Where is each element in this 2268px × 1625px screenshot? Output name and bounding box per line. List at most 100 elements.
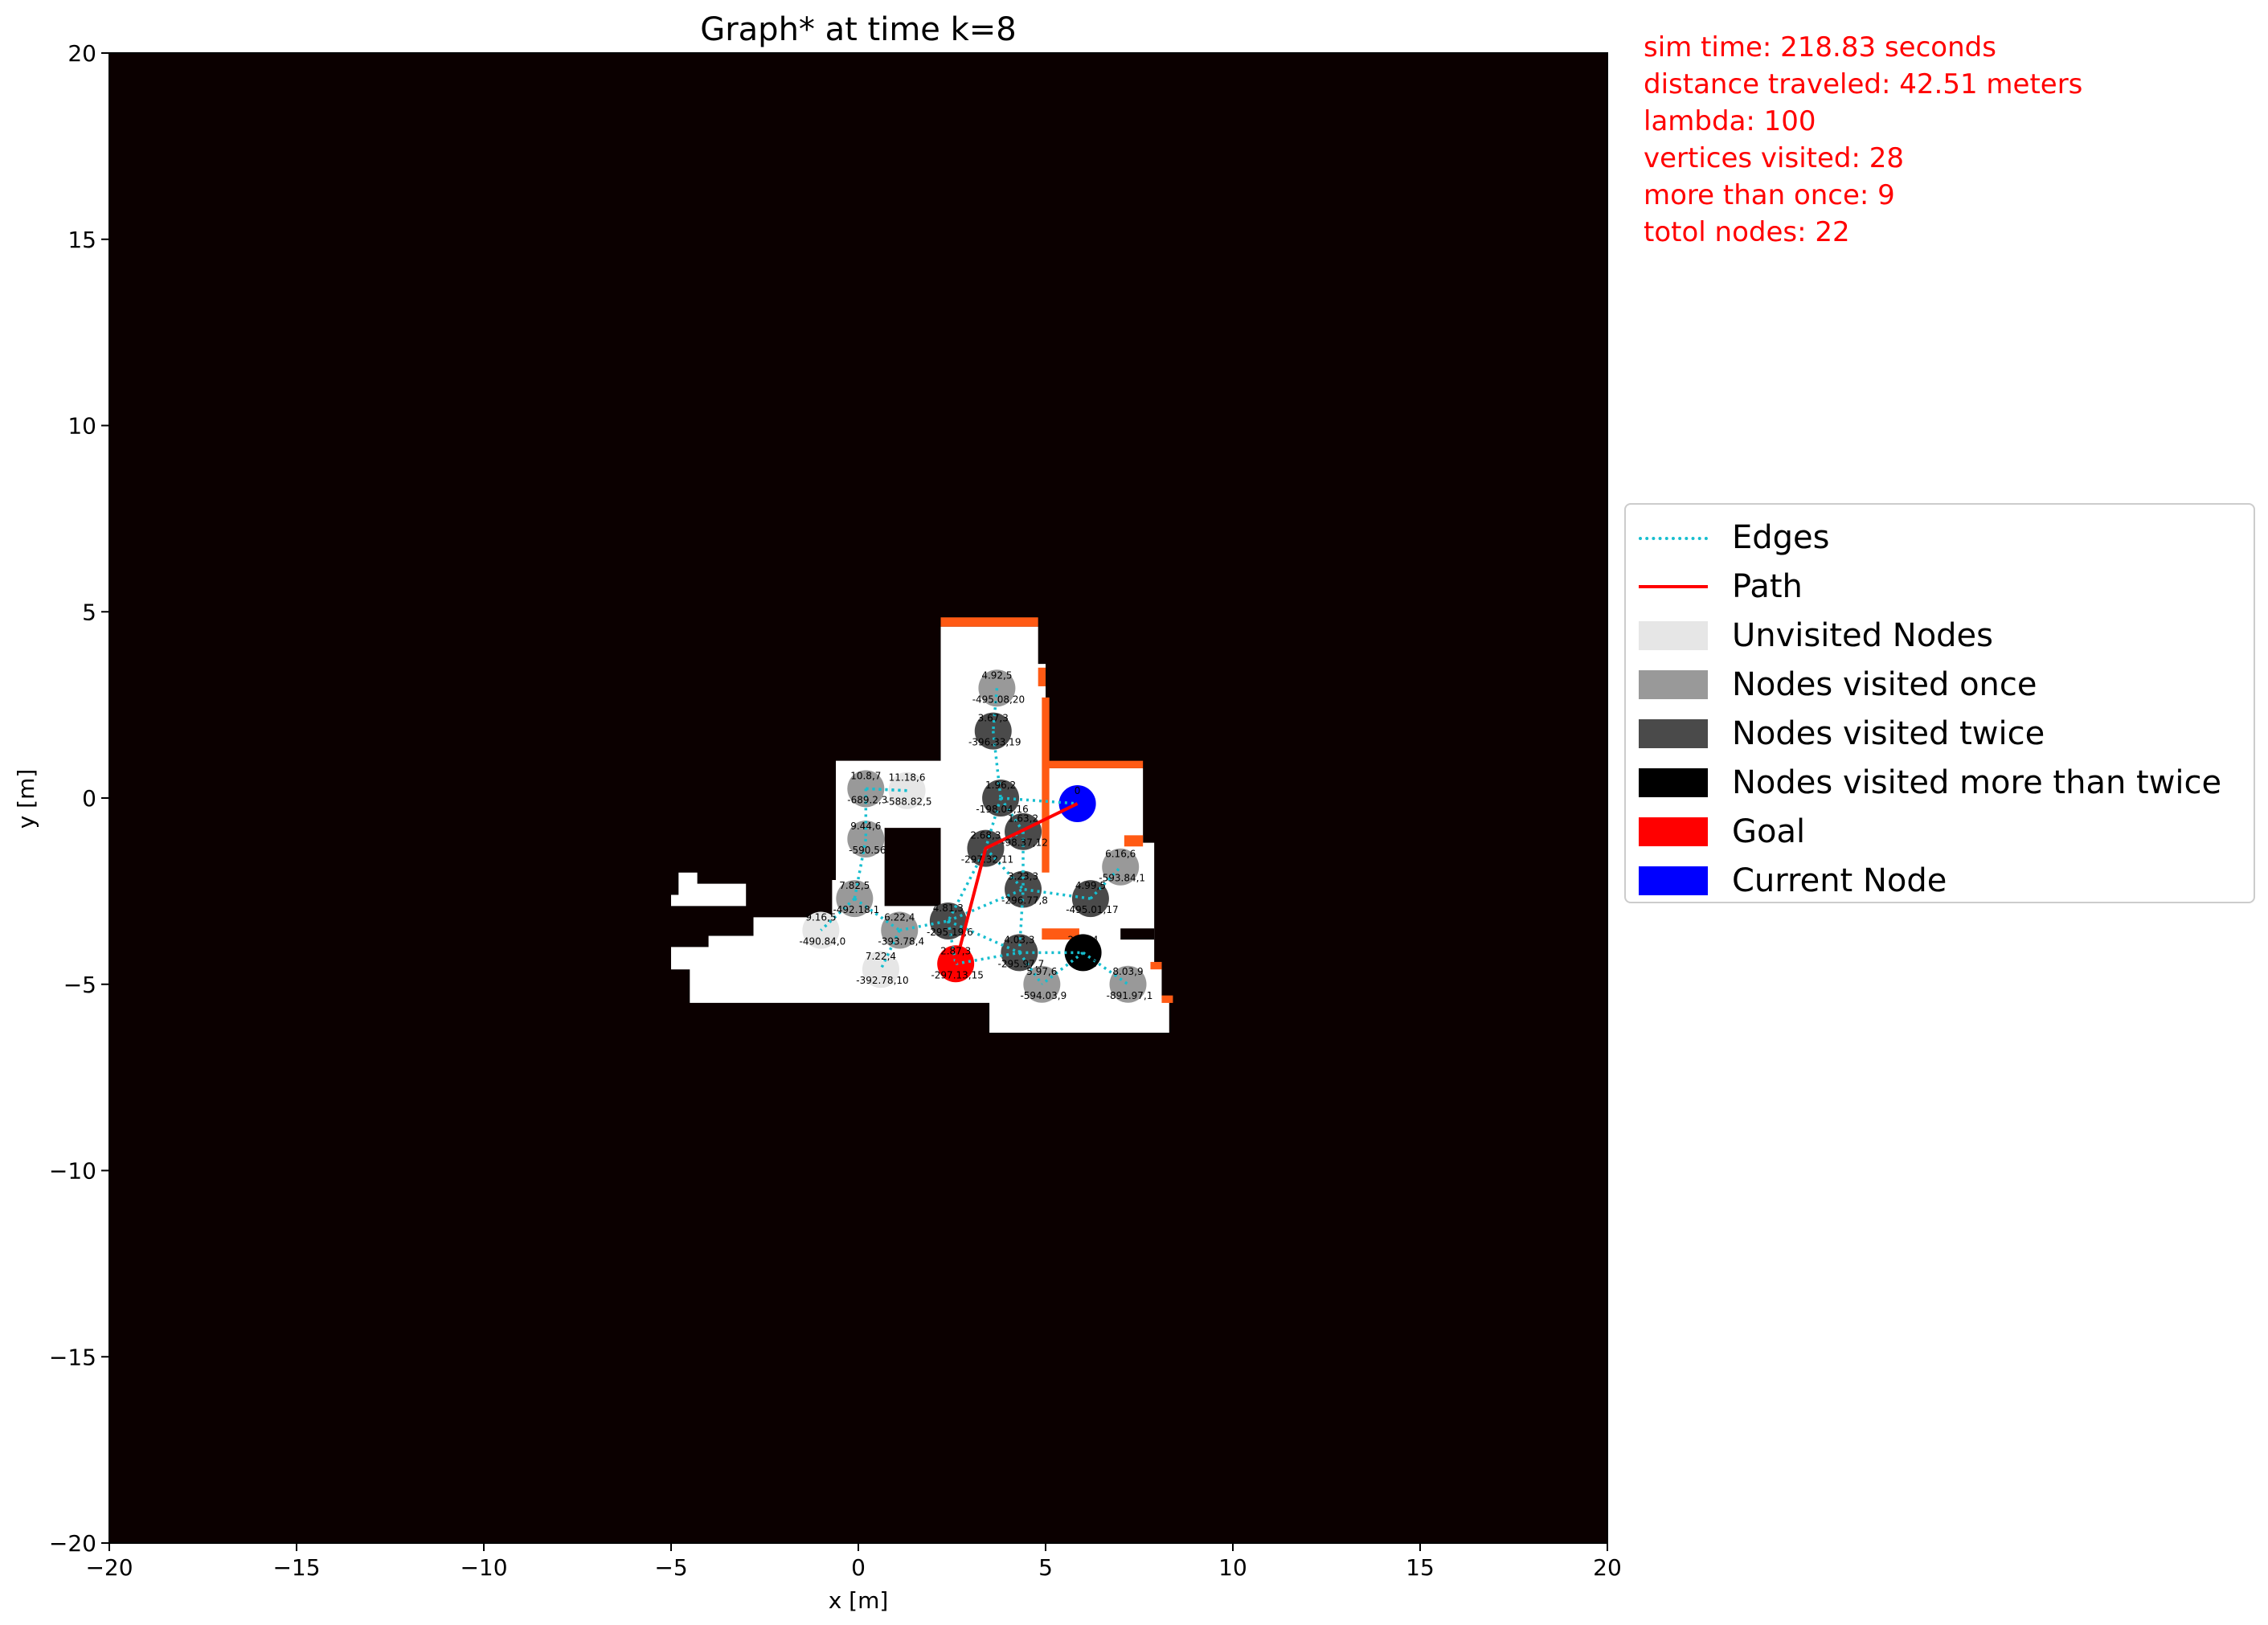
node-cost-label: -295.97,7: [997, 958, 1044, 969]
free-space-region: [671, 872, 747, 907]
graph-edge: [1017, 889, 1025, 953]
legend-entry: Edges: [1639, 514, 1830, 561]
stat-sim-time: sim time: 218.83 seconds: [1644, 31, 1996, 63]
node-label: 9.16,5: [805, 912, 836, 923]
stats-panel: sim time: 218.83 seconds distance travel…: [1644, 29, 2082, 251]
node-cost-label: -495.08,20: [972, 694, 1025, 705]
legend-swatch: [1639, 670, 1708, 699]
graph-edge: [948, 919, 1021, 954]
x-tick-label: 15: [1406, 1554, 1435, 1581]
graph-edge: [947, 847, 987, 922]
legend-line: [1639, 585, 1708, 588]
node-cost-label: -689.2,3: [847, 794, 887, 805]
node-label: 8.03,9: [1112, 966, 1143, 977]
graph-edge: [947, 920, 957, 964]
node-label: 2.68,3: [970, 830, 1001, 841]
node-label: 9.44,6: [850, 821, 881, 832]
obstacle-boundary: [940, 617, 1038, 627]
legend-swatch: [1639, 817, 1708, 846]
node-cost-label: -590.56: [849, 845, 886, 856]
legend-entry: Nodes visited twice: [1639, 710, 2045, 757]
graph-node: [1109, 965, 1147, 1003]
node-cost-label: -392.78,10: [856, 975, 908, 986]
graph-edge: [992, 731, 1002, 799]
node-cost-label: -7,13: [1072, 958, 1097, 969]
node-label: 3.23,3: [1008, 871, 1038, 882]
graph-edge: [948, 887, 1024, 923]
node-label: 4.99,5: [1075, 880, 1106, 891]
stat-more-than-once: more than once: 9: [1644, 179, 1895, 211]
y-tick-label: 0: [82, 785, 96, 812]
stat-vertices: vertices visited: 28: [1644, 142, 1905, 174]
legend-label: Goal: [1732, 813, 1806, 850]
path-line: [954, 802, 1079, 964]
y-tick-label: −10: [49, 1158, 96, 1185]
node-label: 1.96,2: [985, 780, 1016, 791]
node-label: 3.67,3: [978, 713, 1009, 724]
legend: Edges Path Unvisited Nodes Nodes visited on…: [1624, 503, 2255, 903]
obstacle-boundary: [1150, 961, 1162, 970]
x-tick-label: −5: [654, 1554, 687, 1581]
node-label: 6.22,4: [884, 912, 915, 923]
node-cost-label: -393.78,4: [878, 936, 924, 948]
node-cost-label: -396.33,19: [968, 737, 1021, 748]
graph-node: [1005, 870, 1042, 908]
y-tick-label: 20: [68, 40, 96, 67]
chart-title: Graph* at time k=8: [700, 11, 1017, 48]
node-label: 6.16,6: [1105, 849, 1136, 860]
graph-edge: [984, 797, 1002, 849]
x-tick-label: 20: [1593, 1554, 1622, 1581]
graph-edge: [992, 688, 999, 731]
legend-swatch: [1639, 621, 1708, 650]
legend-swatch: [1639, 572, 1708, 601]
node-cost-label: -198.04,16: [976, 804, 1028, 815]
obstacle-boundary: [1042, 697, 1050, 873]
graph-edge: [1082, 951, 1129, 986]
node-label: 10.8,7: [850, 770, 881, 781]
node-cost-label: -593.84,1: [1099, 873, 1145, 884]
legend-entry: Current Node: [1639, 858, 1947, 904]
x-tick-label: −20: [85, 1554, 133, 1581]
node-label: 7.82,5: [839, 880, 870, 891]
obstacle-boundary: [1046, 760, 1144, 768]
node-cost-label: -891.97,1: [1107, 990, 1153, 1001]
legend-label: Path: [1732, 568, 1803, 605]
obstacle-boundary: [1161, 995, 1173, 1003]
obstacle-boundary: [1038, 667, 1046, 686]
node-cost-label: -98.37,12: [1001, 837, 1048, 849]
node-label: 2.87,4: [1068, 934, 1099, 945]
node-label: 7.22,4: [866, 951, 896, 962]
x-axis-label: x [m]: [829, 1587, 889, 1614]
graph-edge: [899, 919, 949, 932]
x-tick-label: 10: [1218, 1554, 1247, 1581]
node-label: 0: [1075, 785, 1081, 796]
stat-distance: distance traveled: 42.51 meters: [1644, 68, 2083, 100]
legend-entry: Nodes visited more than twice: [1639, 759, 2221, 806]
graph-node: [862, 951, 899, 989]
stat-total-nodes: totol nodes: 22: [1644, 216, 1850, 248]
node-label: 2.87,3: [940, 945, 971, 956]
node-label: 1.63,2: [1008, 813, 1038, 825]
graph-edge: [866, 787, 907, 792]
node-cost-label: -588.82,5: [886, 796, 932, 808]
obstacle-boundary: [1042, 928, 1079, 940]
y-tick-label: 5: [82, 599, 96, 625]
y-axis-label: y [m]: [13, 769, 39, 829]
x-tick-label: 5: [1038, 1554, 1053, 1581]
node-label: 4.92,5: [981, 669, 1012, 681]
y-tick-label: −5: [63, 972, 96, 998]
legend-swatch: [1639, 866, 1708, 895]
graph-edge: [1041, 951, 1084, 986]
occupied-region: [884, 828, 941, 907]
x-tick-label: −15: [272, 1554, 320, 1581]
graph-edge: [1022, 887, 1091, 900]
x-tick-label: −10: [460, 1554, 507, 1581]
x-tick-label: 0: [851, 1554, 866, 1581]
graph-edge: [1089, 866, 1122, 900]
plot-area: 4.92,5 -495.08,20 3.67,3 -396.33,19 10.8,7 -6…: [109, 53, 1607, 1543]
graph-node: [1102, 848, 1140, 886]
graph-edge: [820, 897, 856, 931]
y-tick-label: 10: [68, 413, 96, 440]
legend-label: Edges: [1732, 519, 1830, 556]
